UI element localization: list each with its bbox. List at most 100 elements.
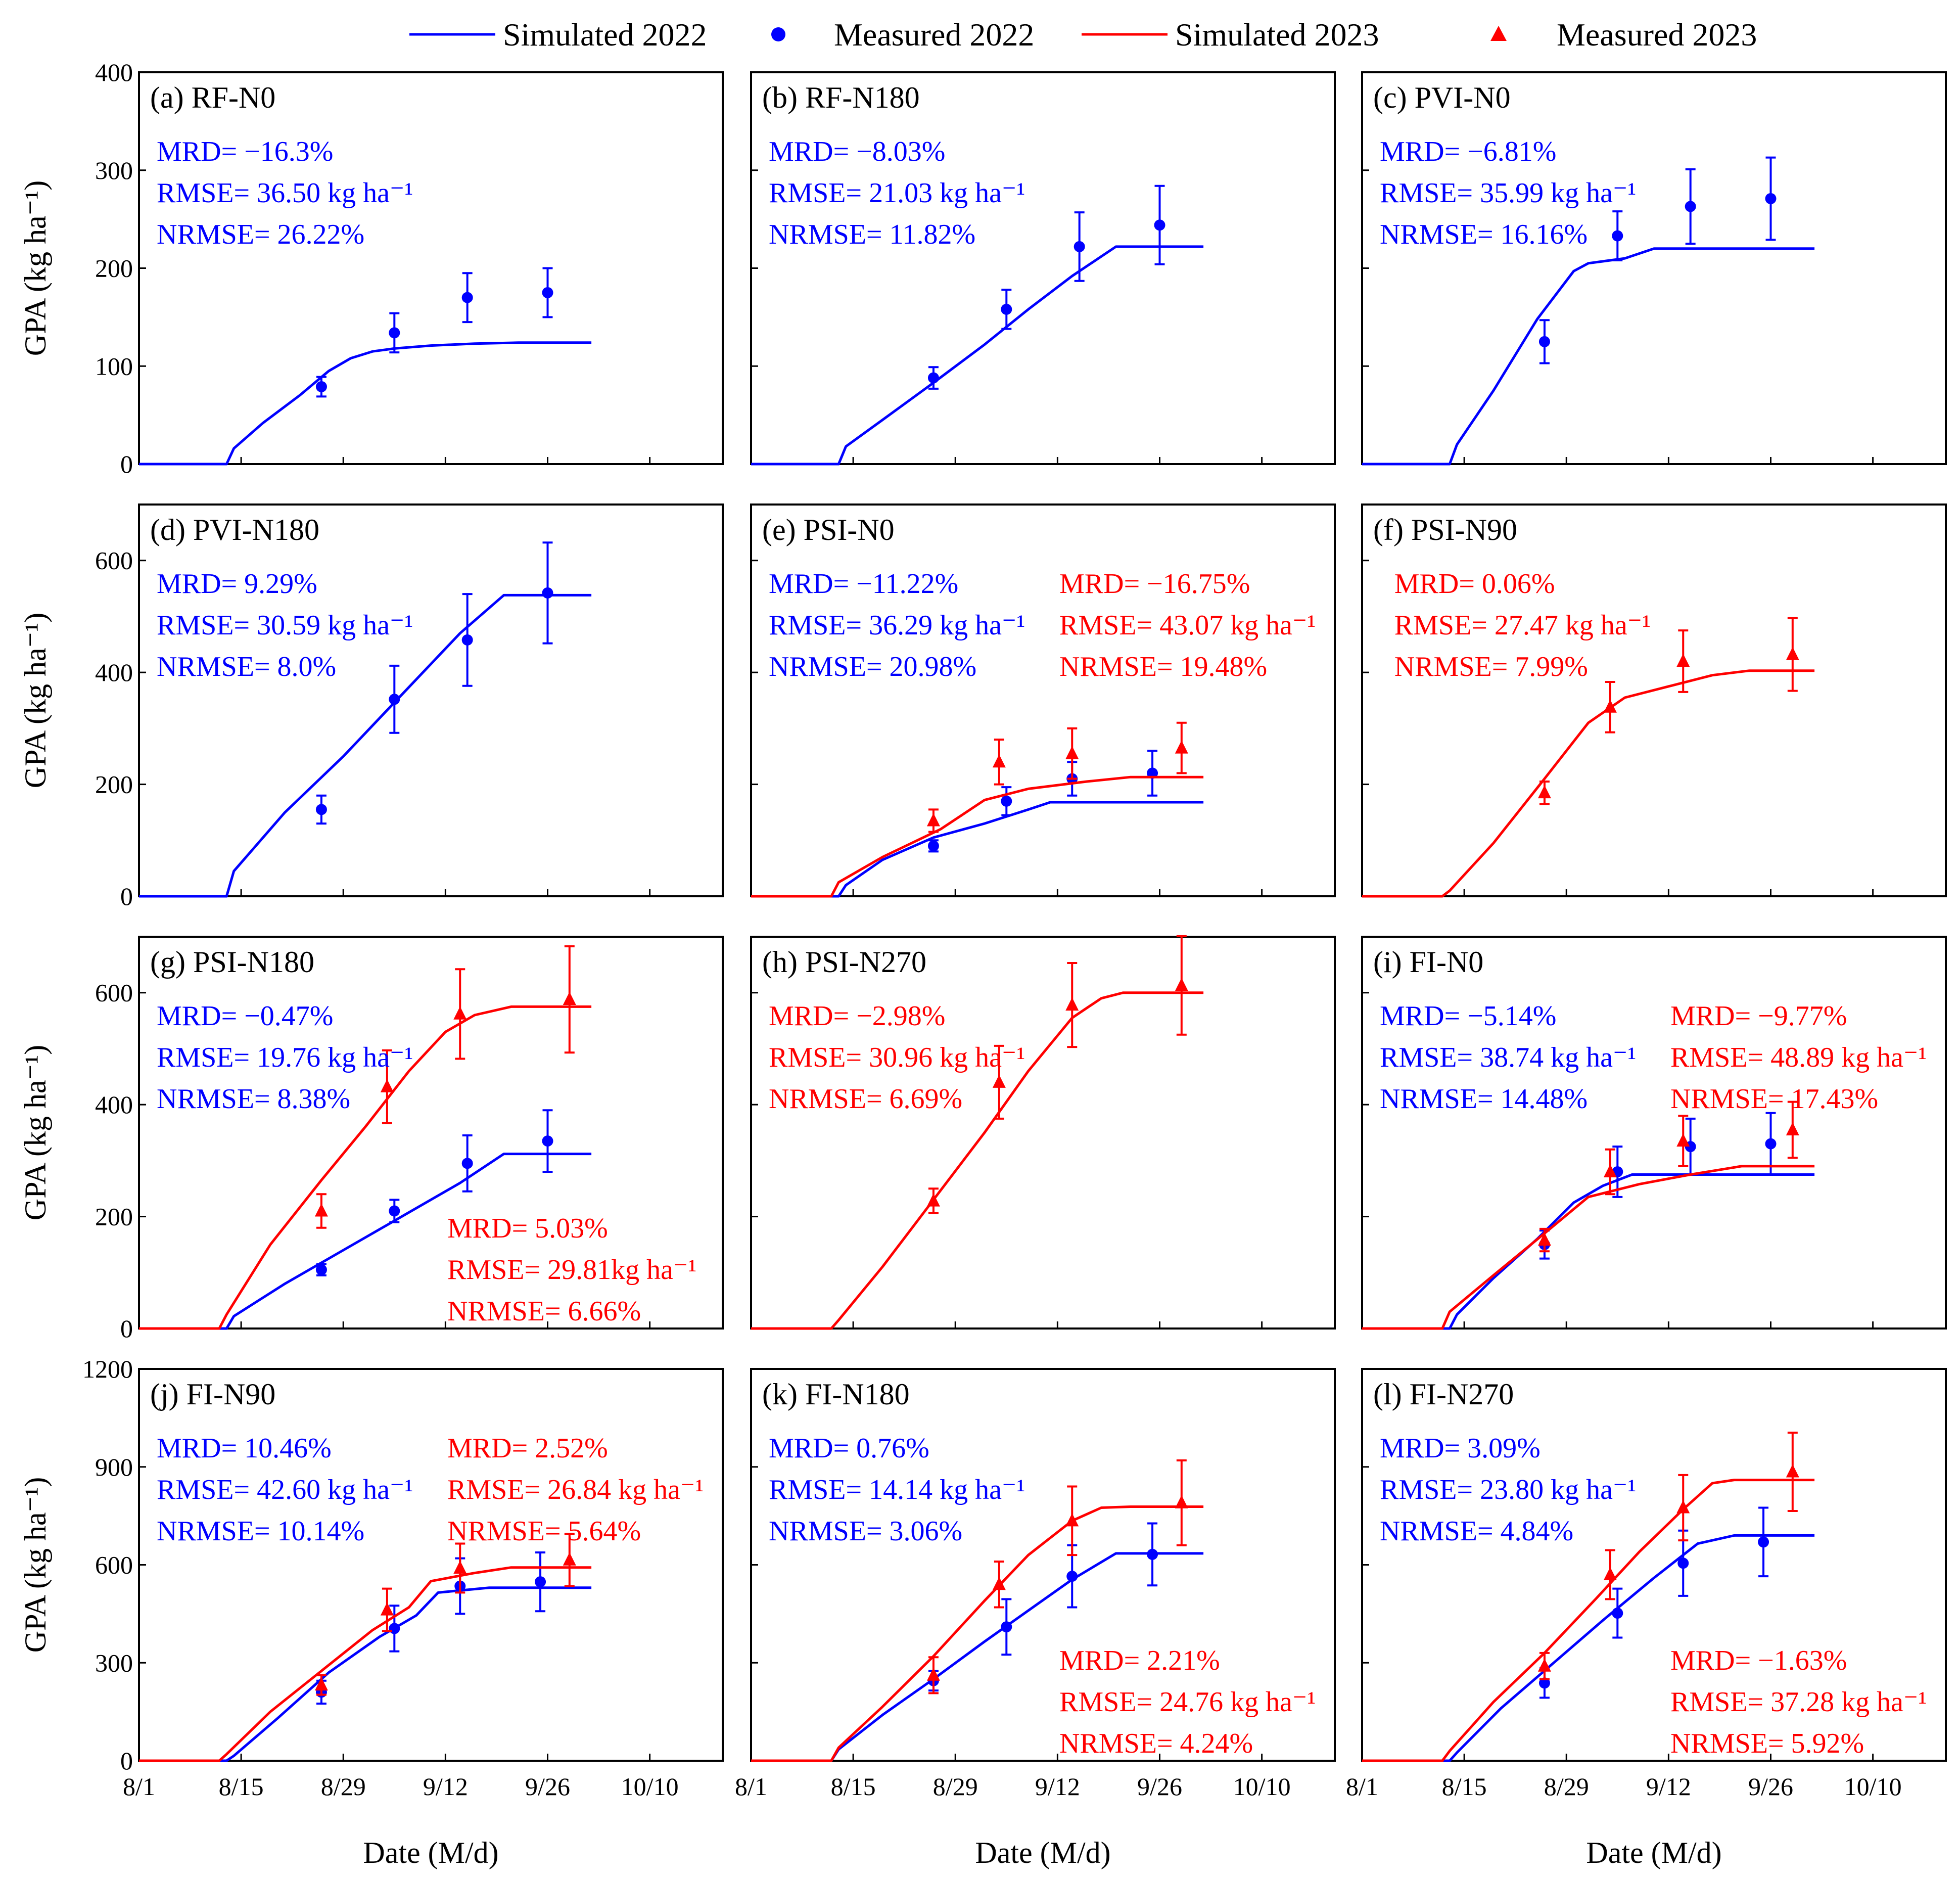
measured-point bbox=[563, 992, 576, 1005]
stat-line: NRMSE= 17.43% bbox=[1670, 1083, 1878, 1115]
measured-point bbox=[453, 1560, 467, 1574]
y-tick-label: 0 bbox=[120, 1747, 133, 1775]
legend-label: Measured 2023 bbox=[1557, 17, 1757, 53]
panel-title: (c) PVI-N0 bbox=[1373, 81, 1511, 114]
measured-point bbox=[1147, 1548, 1158, 1560]
measured-point bbox=[380, 1079, 394, 1092]
legend-triangle-marker bbox=[1490, 26, 1507, 41]
stat-line: RMSE= 24.76 kg ha⁻¹ bbox=[1059, 1686, 1316, 1718]
chart-panel: (f) PSI-N90 MRD= 0.06% RMSE= 27.47 kg ha⁻¹… bbox=[1361, 503, 1947, 898]
x-tick-label: 10/10 bbox=[1233, 1772, 1291, 1801]
measured-point bbox=[542, 287, 553, 298]
measured-point bbox=[1786, 1464, 1799, 1478]
plot-frame bbox=[1361, 71, 1947, 465]
stat-line: RMSE= 27.47 kg ha⁻¹ bbox=[1394, 610, 1651, 641]
stat-line: MRD= 0.06% bbox=[1394, 568, 1555, 600]
measured-point bbox=[1175, 740, 1188, 754]
y-tick-label: 900 bbox=[95, 1453, 133, 1481]
stat-line: NRMSE= 10.14% bbox=[157, 1516, 364, 1547]
y-axis-label: GPA (kg ha⁻¹) bbox=[19, 1045, 52, 1220]
plot-frame bbox=[138, 503, 724, 897]
y-tick-label: 100 bbox=[95, 352, 133, 380]
measured-point bbox=[1175, 978, 1188, 991]
stat-line: NRMSE= 6.69% bbox=[769, 1083, 962, 1115]
stat-line: MRD= 2.21% bbox=[1059, 1645, 1220, 1676]
measured-point bbox=[1685, 201, 1696, 212]
chart-panel: 0 300 600 900 1200 8/1 8/15 8/29 9/12 9/26 10/10 (j… bbox=[82, 1355, 724, 1801]
y-axis-label: GPA (kg ha⁻¹) bbox=[19, 613, 52, 788]
x-tick-label: 8/1 bbox=[735, 1772, 767, 1801]
stat-line: MRD= −16.75% bbox=[1059, 568, 1250, 600]
simulated-line bbox=[1362, 1534, 1815, 1762]
measured-point bbox=[1603, 1164, 1617, 1177]
plot-frame bbox=[1361, 503, 1947, 897]
plot-frame bbox=[138, 936, 724, 1330]
y-axis-label: GPA (kg ha⁻¹) bbox=[19, 180, 52, 356]
legend-circle-marker bbox=[771, 27, 785, 41]
simulated-line bbox=[751, 991, 1204, 1330]
panel-title: (l) FI-N270 bbox=[1373, 1378, 1514, 1411]
stat-line: NRMSE= 7.99% bbox=[1394, 651, 1588, 682]
measured-point bbox=[1786, 647, 1799, 660]
stat-line: RMSE= 38.74 kg ha⁻¹ bbox=[1380, 1042, 1636, 1073]
y-tick-label: 400 bbox=[95, 658, 133, 686]
stat-line: RMSE= 23.80 kg ha⁻¹ bbox=[1380, 1474, 1636, 1505]
simulated-line bbox=[139, 1586, 592, 1762]
measured-point bbox=[1676, 654, 1690, 667]
simulated-line bbox=[1362, 1479, 1815, 1762]
stat-line: NRMSE= 4.24% bbox=[1059, 1728, 1253, 1759]
measured-point bbox=[1538, 336, 1550, 347]
measured-point bbox=[1612, 230, 1623, 242]
measured-point bbox=[927, 372, 939, 384]
x-axis-label: Date (M/d) bbox=[363, 1836, 498, 1869]
y-tick-label: 400 bbox=[95, 1090, 133, 1119]
stat-line: NRMSE= 8.0% bbox=[157, 651, 336, 682]
stat-line: MRD= −9.77% bbox=[1670, 1000, 1847, 1032]
axis-labels: GPA (kg ha⁻¹) GPA (kg ha⁻¹) GPA (kg ha⁻¹) G… bbox=[19, 180, 1722, 1869]
x-tick-label: 8/29 bbox=[933, 1772, 978, 1801]
plot-frame bbox=[750, 503, 1336, 897]
simulated-line bbox=[139, 1153, 592, 1330]
plot-frame bbox=[138, 1368, 724, 1762]
stat-line: NRMSE= 6.66% bbox=[447, 1296, 641, 1327]
measured-point bbox=[1786, 1122, 1799, 1135]
stat-line: MRD= −5.14% bbox=[1380, 1000, 1556, 1032]
panel-title: (b) RF-N180 bbox=[762, 81, 920, 114]
x-tick-label: 9/26 bbox=[1748, 1772, 1793, 1801]
chart-panel: (i) FI-N0 MRD= −5.14% RMSE= 38.74 kg ha⁻¹ N… bbox=[1361, 936, 1947, 1330]
measured-point bbox=[461, 292, 473, 303]
simulated-line bbox=[139, 1005, 592, 1330]
chart-panel: 0 200 400 600 (g) PSI-N180 MRD= −0.47% RMSE= 1… bbox=[95, 936, 724, 1343]
panel-title: (k) FI-N180 bbox=[762, 1378, 910, 1411]
y-tick-label: 0 bbox=[120, 882, 133, 910]
measured-point bbox=[314, 1203, 328, 1217]
x-axis-label: Date (M/d) bbox=[975, 1836, 1110, 1869]
measured-point bbox=[1175, 1495, 1188, 1508]
legend: Simulated 2022 Measured 2022 Simulated 202… bbox=[409, 17, 1757, 53]
x-tick-label: 9/12 bbox=[423, 1772, 468, 1801]
chart-panel: (e) PSI-N0 MRD= −11.22% RMSE= 36.29 kg ha⁻… bbox=[750, 503, 1336, 898]
y-axis-label: GPA (kg ha⁻¹) bbox=[19, 1477, 52, 1653]
chart-panel: 0 100 200 300 400 (a) RF-N0 MRD= −16.3% RMSE= 3… bbox=[95, 58, 724, 478]
x-tick-label: 9/12 bbox=[1646, 1772, 1691, 1801]
measured-point bbox=[1612, 1608, 1623, 1619]
x-tick-label: 9/26 bbox=[1137, 1772, 1182, 1801]
panel-title: (j) FI-N90 bbox=[150, 1378, 275, 1411]
measured-point bbox=[1537, 785, 1551, 799]
measured-point bbox=[1537, 1232, 1551, 1246]
chart-panel: 8/1 8/15 8/29 9/12 9/26 10/10 (l) FI-N270 MRD= … bbox=[1346, 1368, 1947, 1801]
panel-title: (i) FI-N0 bbox=[1373, 945, 1483, 979]
measured-point bbox=[1765, 193, 1777, 204]
legend-label: Measured 2022 bbox=[834, 17, 1034, 53]
stat-line: NRMSE= 5.92% bbox=[1670, 1728, 1864, 1759]
stat-line: RMSE= 36.50 kg ha⁻¹ bbox=[157, 177, 413, 209]
measured-point bbox=[389, 327, 400, 339]
measured-point bbox=[315, 381, 327, 392]
stat-line: RMSE= 48.89 kg ha⁻¹ bbox=[1670, 1042, 1927, 1073]
stat-line: NRMSE= 8.38% bbox=[157, 1083, 350, 1115]
plot-frame bbox=[750, 936, 1336, 1330]
measured-point bbox=[1758, 1536, 1769, 1548]
stat-line: MRD= 0.76% bbox=[769, 1433, 929, 1464]
measured-point bbox=[542, 1135, 553, 1147]
stat-line: RMSE= 21.03 kg ha⁻¹ bbox=[769, 177, 1025, 209]
